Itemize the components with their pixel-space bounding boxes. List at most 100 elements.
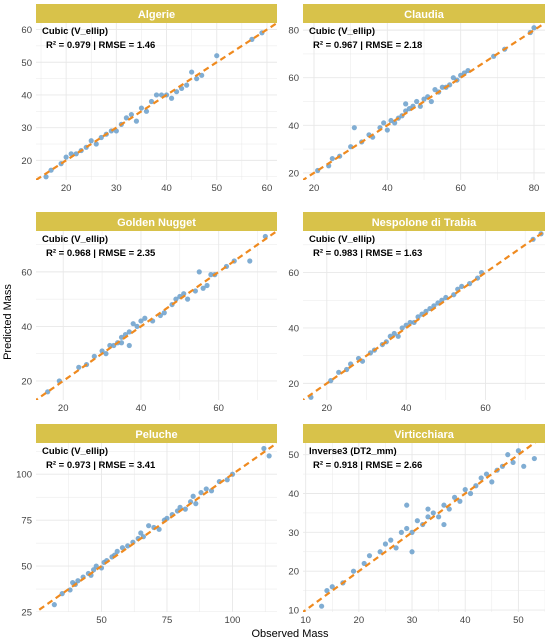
x-tick-label: 60 <box>213 403 224 414</box>
data-point <box>91 567 97 573</box>
panel-strip <box>303 212 545 231</box>
data-point <box>428 98 434 105</box>
data-point <box>48 167 54 173</box>
panel-title: Golden Nugget <box>117 217 196 229</box>
panel-title: Algerie <box>138 9 175 21</box>
data-point <box>138 318 144 324</box>
y-tick-label: 20 <box>21 156 32 167</box>
data-point <box>161 310 167 316</box>
x-tick-label: 20 <box>58 403 69 414</box>
data-point <box>425 514 431 520</box>
y-tick-label: 50 <box>21 58 32 69</box>
identity-line <box>303 443 537 612</box>
y-tick-label: 60 <box>21 25 32 36</box>
panel-title: Virticchiara <box>394 429 455 441</box>
data-point <box>43 174 49 180</box>
x-tick-label: 20 <box>354 615 365 626</box>
x-tick-label: 30 <box>407 615 418 626</box>
panel-strip <box>303 4 545 23</box>
data-point <box>483 471 490 477</box>
data-point <box>391 330 397 337</box>
data-point <box>395 333 401 339</box>
panel-grid <box>303 443 545 612</box>
data-point <box>224 477 230 483</box>
x-tick-label: 75 <box>162 615 173 626</box>
y-tick-label: 80 <box>288 26 299 37</box>
panel-grid <box>36 443 277 612</box>
data-point <box>200 285 206 291</box>
data-point <box>193 501 199 507</box>
panel-title: Claudia <box>404 9 445 21</box>
data-point <box>164 515 170 521</box>
data-point <box>457 498 463 504</box>
data-point <box>208 272 214 278</box>
y-axis-title: Predicted Mass <box>2 284 14 360</box>
y-tick-label: 10 <box>288 606 299 617</box>
fit-stats: R² = 0.967 | RMSE = 2.18 <box>313 40 422 51</box>
panel-title: Peluche <box>135 429 177 441</box>
data-point <box>392 120 398 126</box>
data-point <box>126 342 132 349</box>
data-point <box>194 76 200 82</box>
data-point <box>192 288 198 294</box>
panel-1: Algerie 20 30 40 50 60 20 30 40 50 60 Cubic (V_elli… <box>21 4 277 194</box>
identity-line <box>36 443 277 612</box>
facet-panels: Algerie 20 30 40 50 60 20 30 40 50 60 Cubic (V_elli… <box>16 4 545 626</box>
x-tick-label: 20 <box>309 183 320 194</box>
x-tick-label: 50 <box>211 183 222 194</box>
data-point <box>404 525 410 532</box>
y-tick-label: 20 <box>288 567 299 578</box>
fit-stats: R² = 0.918 | RMSE = 2.66 <box>313 460 422 471</box>
data-point <box>377 549 383 555</box>
data-point <box>409 529 415 535</box>
data-point <box>319 603 325 609</box>
panel-6: Virticchiara 10 20 30 40 50 10 20 30 40 50 Inverse3… <box>288 424 545 626</box>
data-point <box>119 545 126 551</box>
data-point <box>430 510 436 516</box>
data-point <box>203 486 209 492</box>
data-point <box>446 506 452 512</box>
data-point <box>134 323 140 330</box>
y-tick-label: 40 <box>21 322 32 333</box>
y-tick-label: 60 <box>288 73 299 84</box>
data-point <box>63 154 69 160</box>
data-point <box>184 82 190 88</box>
panel-strip <box>36 424 277 443</box>
model-label: Cubic (V_ellip) <box>309 234 375 245</box>
x-tick-label: 60 <box>455 183 466 194</box>
data-point <box>93 141 99 147</box>
data-point <box>441 521 447 528</box>
data-point <box>133 118 140 124</box>
data-point <box>462 487 468 493</box>
data-point <box>196 269 202 275</box>
data-point <box>409 549 415 555</box>
data-point <box>459 283 465 290</box>
data-point <box>388 537 394 543</box>
data-point <box>45 389 51 395</box>
data-point <box>67 587 73 593</box>
x-tick-label: 50 <box>96 615 107 626</box>
data-point <box>531 25 537 31</box>
panel-5: Peluche 50 75 100 25 50 75 100 Cubic (V_ellip) R²… <box>16 424 277 626</box>
y-tick-label: 40 <box>288 489 299 500</box>
data-point <box>382 541 389 547</box>
data-point <box>118 340 125 346</box>
data-point <box>153 92 160 98</box>
x-tick-label: 20 <box>322 403 333 414</box>
data-point <box>198 489 204 496</box>
data-point <box>98 134 104 141</box>
data-point <box>114 548 120 554</box>
data-point <box>423 308 429 314</box>
fit-stats: R² = 0.968 | RMSE = 2.35 <box>46 248 156 259</box>
data-point <box>51 602 57 608</box>
panel-3: Golden Nugget 20 40 60 20 40 60 Cubic (V_ellip)… <box>21 212 277 414</box>
data-point <box>142 315 148 321</box>
data-point <box>407 319 413 326</box>
fit-stats: R² = 0.973 | RMSE = 3.41 <box>46 460 156 471</box>
data-point <box>436 514 442 520</box>
data-point <box>130 321 136 327</box>
data-point <box>76 364 82 370</box>
data-point <box>126 329 132 335</box>
data-point <box>138 530 144 536</box>
